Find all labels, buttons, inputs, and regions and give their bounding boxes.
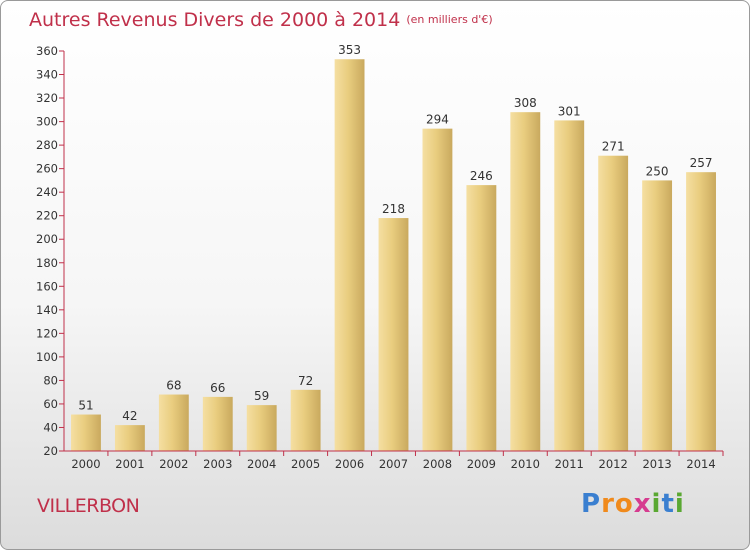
data-label: 68 xyxy=(166,379,181,393)
bar-2003 xyxy=(202,396,233,451)
bar-2006 xyxy=(334,59,365,452)
data-label: 294 xyxy=(426,113,449,127)
y-tick-label: 80 xyxy=(43,373,58,387)
location-label: VILLERBON xyxy=(37,495,140,517)
bar-2004 xyxy=(246,405,277,451)
x-tick-label: 2002 xyxy=(159,457,188,471)
logo-letter: t xyxy=(661,489,675,519)
bar-2000 xyxy=(71,414,101,451)
x-tick-label: 2003 xyxy=(203,457,232,471)
data-label: 353 xyxy=(338,43,361,57)
y-tick-label: 40 xyxy=(43,420,58,434)
data-label: 308 xyxy=(514,96,537,110)
y-axis: 20 40 60 80 100 120 140 160 180 200 220 240 260 280 30… xyxy=(36,44,65,458)
bar-2013 xyxy=(642,180,673,452)
logo-letter: i xyxy=(651,489,662,519)
x-tick-label: 2005 xyxy=(291,457,320,471)
x-tick-label: 2013 xyxy=(642,457,671,471)
y-tick-label: 140 xyxy=(36,303,58,317)
data-label: 257 xyxy=(690,156,713,170)
bar-2008 xyxy=(422,128,453,451)
bar-2005 xyxy=(290,389,321,451)
data-label: 271 xyxy=(602,140,625,154)
y-tick-label: 100 xyxy=(36,350,58,364)
x-tick-label: 2006 xyxy=(335,457,364,471)
y-tick-label: 360 xyxy=(36,44,58,58)
y-tick-label: 120 xyxy=(36,326,58,340)
y-tick-label: 60 xyxy=(43,397,58,411)
y-tick-label: 20 xyxy=(43,444,58,458)
proxiti-logo: Proxiti xyxy=(581,489,685,519)
x-tick-label: 2008 xyxy=(423,457,452,471)
y-tick-label: 180 xyxy=(36,256,58,270)
data-label: 51 xyxy=(78,399,93,413)
chart-title-text: Autres Revenus Divers de 2000 à 2014 xyxy=(29,9,401,31)
x-tick-label: 2001 xyxy=(115,457,144,471)
y-tick-label: 160 xyxy=(36,279,58,293)
x-tick-label: 2004 xyxy=(247,457,276,471)
logo-letter: o xyxy=(614,489,634,519)
y-tick-label: 300 xyxy=(36,115,58,129)
x-tick-label: 2012 xyxy=(599,457,628,471)
x-tick-label: 2011 xyxy=(555,457,584,471)
x-tick-label: 2009 xyxy=(467,457,496,471)
y-tick-label: 240 xyxy=(36,185,58,199)
x-tick-label: 2010 xyxy=(511,457,540,471)
y-tick-label: 260 xyxy=(36,162,58,176)
bar-2014 xyxy=(686,172,716,452)
bar-2012 xyxy=(598,155,629,452)
data-label: 42 xyxy=(122,409,137,423)
x-tick-label: 2007 xyxy=(379,457,408,471)
logo-letter: r xyxy=(601,489,615,519)
bar-2001 xyxy=(114,425,145,451)
data-label: 250 xyxy=(646,164,669,178)
data-label: 72 xyxy=(298,374,313,388)
x-tick-label: 2000 xyxy=(71,457,100,471)
chart-title: Autres Revenus Divers de 2000 à 2014 (en … xyxy=(29,9,493,31)
data-label: 66 xyxy=(210,381,225,395)
chart-unit-note: (en milliers d'€) xyxy=(406,13,493,26)
bar-2007 xyxy=(378,218,409,451)
bar-2011 xyxy=(554,120,585,451)
x-tick-label: 2014 xyxy=(686,457,715,471)
y-tick-label: 320 xyxy=(36,91,58,105)
data-label: 246 xyxy=(470,169,493,183)
data-label: 218 xyxy=(382,202,405,216)
bar-2010 xyxy=(510,112,541,452)
logo-letter: P xyxy=(581,489,602,519)
bar-2009 xyxy=(466,185,497,451)
data-label: 59 xyxy=(254,389,269,403)
bars: 51 42 68 66 59 72 353 218 294 246 308 301 271 250 257 xyxy=(71,43,716,452)
x-axis: 2000 2001 2002 2003 2004 2005 2006 2007 2008 2009… xyxy=(64,450,724,471)
y-tick-label: 340 xyxy=(36,68,58,82)
logo-letter: x xyxy=(633,489,652,519)
bar-2002 xyxy=(158,394,189,451)
y-tick-label: 280 xyxy=(36,138,58,152)
y-tick-label: 200 xyxy=(36,232,58,246)
logo-letter: i xyxy=(674,489,685,519)
y-tick-label: 220 xyxy=(36,209,58,223)
data-label: 301 xyxy=(558,104,581,118)
